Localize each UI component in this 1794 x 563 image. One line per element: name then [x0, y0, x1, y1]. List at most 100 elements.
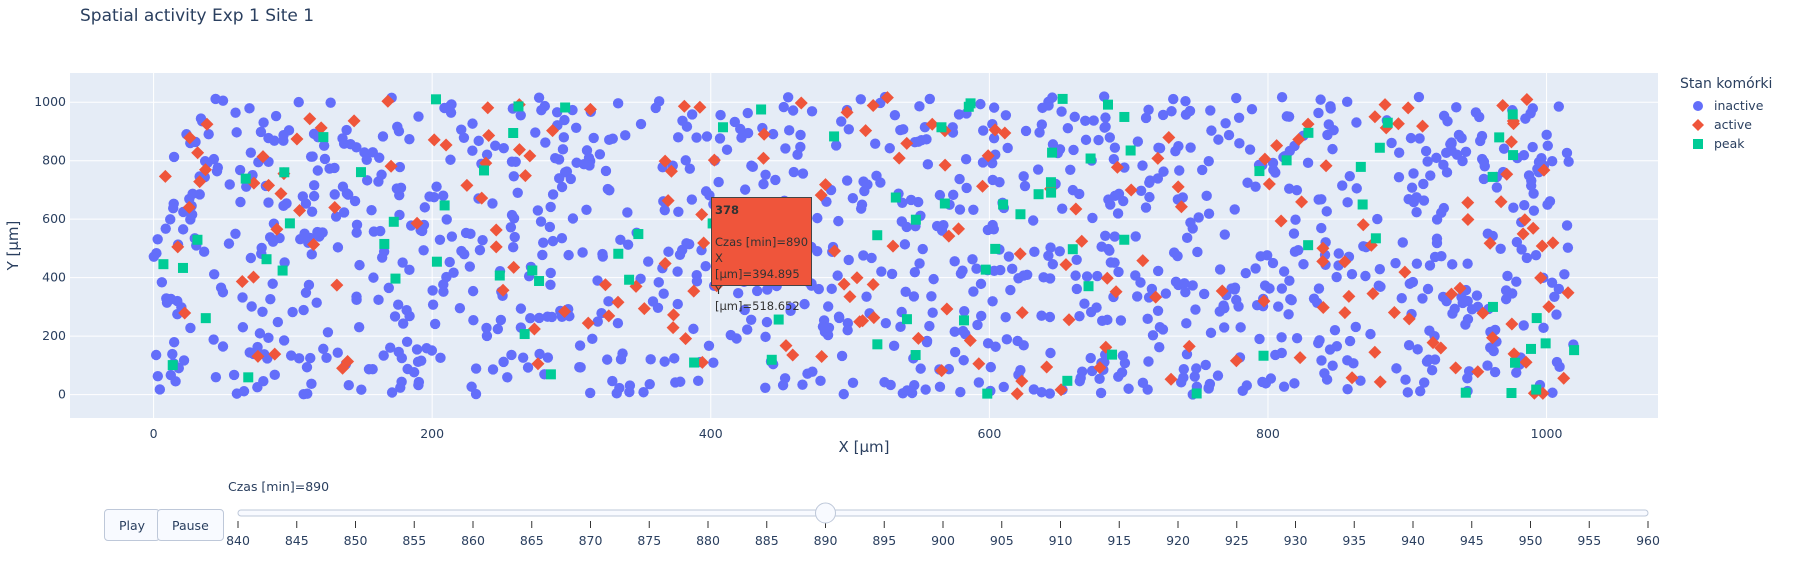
- inactive-point[interactable]: [813, 283, 824, 295]
- inactive-point[interactable]: [272, 316, 284, 328]
- inactive-point[interactable]: [934, 381, 946, 393]
- inactive-point[interactable]: [444, 256, 455, 268]
- inactive-point[interactable]: [1276, 283, 1288, 294]
- inactive-point[interactable]: [1109, 231, 1120, 242]
- inactive-point[interactable]: [1397, 237, 1408, 248]
- active-point[interactable]: [1015, 306, 1029, 320]
- inactive-point[interactable]: [1553, 101, 1564, 112]
- inactive-point[interactable]: [556, 181, 568, 193]
- inactive-point[interactable]: [1118, 195, 1129, 207]
- active-point[interactable]: [859, 124, 873, 138]
- inactive-point[interactable]: [245, 147, 257, 158]
- inactive-point[interactable]: [693, 375, 704, 386]
- inactive-point[interactable]: [797, 168, 809, 179]
- active-point[interactable]: [1257, 294, 1271, 308]
- inactive-point[interactable]: [1482, 360, 1493, 371]
- inactive-point[interactable]: [959, 305, 970, 317]
- inactive-point[interactable]: [257, 306, 268, 318]
- active-point[interactable]: [1507, 347, 1521, 361]
- inactive-point[interactable]: [363, 364, 375, 375]
- inactive-point[interactable]: [900, 286, 911, 298]
- inactive-point[interactable]: [1137, 160, 1148, 171]
- inactive-point[interactable]: [1198, 288, 1210, 300]
- inactive-point[interactable]: [1191, 363, 1202, 374]
- inactive-point[interactable]: [515, 303, 527, 314]
- peak-point[interactable]: [1033, 189, 1044, 200]
- inactive-point[interactable]: [1100, 121, 1111, 132]
- inactive-point[interactable]: [258, 117, 269, 128]
- inactive-point[interactable]: [1056, 106, 1067, 117]
- inactive-point[interactable]: [456, 124, 467, 135]
- inactive-point[interactable]: [978, 125, 989, 136]
- inactive-point[interactable]: [1313, 107, 1324, 119]
- inactive-point[interactable]: [669, 353, 680, 364]
- inactive-point[interactable]: [977, 157, 989, 168]
- inactive-point[interactable]: [745, 314, 757, 325]
- inactive-point[interactable]: [319, 153, 331, 165]
- inactive-point[interactable]: [551, 107, 563, 118]
- inactive-point[interactable]: [1157, 109, 1169, 121]
- inactive-point[interactable]: [1157, 324, 1169, 335]
- inactive-point[interactable]: [1406, 182, 1418, 193]
- inactive-point[interactable]: [1400, 374, 1411, 385]
- inactive-point[interactable]: [413, 111, 424, 122]
- inactive-point[interactable]: [1098, 91, 1110, 102]
- inactive-point[interactable]: [392, 299, 404, 310]
- inactive-point[interactable]: [1172, 250, 1183, 262]
- inactive-point[interactable]: [1471, 290, 1483, 301]
- inactive-point[interactable]: [1152, 265, 1164, 277]
- active-point[interactable]: [1345, 371, 1359, 385]
- peak-point[interactable]: [1281, 155, 1292, 166]
- inactive-point[interactable]: [1358, 241, 1369, 252]
- inactive-point[interactable]: [1276, 91, 1288, 103]
- inactive-point[interactable]: [597, 251, 608, 262]
- inactive-point[interactable]: [988, 102, 1000, 113]
- active-point[interactable]: [527, 322, 541, 336]
- inactive-point[interactable]: [1313, 283, 1325, 294]
- inactive-point[interactable]: [1152, 173, 1164, 184]
- inactive-point[interactable]: [1027, 215, 1039, 226]
- inactive-point[interactable]: [559, 114, 570, 126]
- inactive-point[interactable]: [1516, 244, 1527, 255]
- inactive-point[interactable]: [148, 251, 160, 262]
- inactive-point[interactable]: [1528, 205, 1540, 216]
- inactive-point[interactable]: [345, 139, 356, 150]
- inactive-point[interactable]: [1233, 112, 1245, 123]
- inactive-point[interactable]: [924, 93, 936, 105]
- inactive-point[interactable]: [477, 234, 488, 246]
- inactive-point[interactable]: [732, 288, 744, 299]
- inactive-point[interactable]: [1417, 293, 1428, 304]
- inactive-point[interactable]: [1080, 115, 1091, 126]
- inactive-point[interactable]: [341, 124, 352, 136]
- inactive-point[interactable]: [584, 387, 596, 399]
- inactive-point[interactable]: [411, 344, 423, 355]
- active-point[interactable]: [952, 222, 966, 236]
- inactive-point[interactable]: [378, 350, 389, 361]
- inactive-point[interactable]: [1533, 156, 1545, 168]
- active-point[interactable]: [489, 240, 503, 254]
- active-point[interactable]: [972, 357, 986, 371]
- inactive-point[interactable]: [799, 298, 810, 310]
- inactive-point[interactable]: [1500, 293, 1512, 305]
- inactive-point[interactable]: [1403, 340, 1415, 351]
- peak-point[interactable]: [910, 350, 921, 361]
- peak-point[interactable]: [829, 131, 840, 142]
- peak-point[interactable]: [1125, 145, 1136, 156]
- active-point[interactable]: [410, 216, 424, 230]
- peak-point[interactable]: [936, 122, 947, 133]
- inactive-point[interactable]: [210, 372, 222, 383]
- inactive-point[interactable]: [1085, 352, 1096, 364]
- inactive-point[interactable]: [1511, 236, 1523, 248]
- inactive-point[interactable]: [927, 307, 938, 318]
- peak-point[interactable]: [243, 372, 254, 383]
- inactive-point[interactable]: [1075, 372, 1086, 384]
- inactive-point[interactable]: [1002, 142, 1013, 154]
- inactive-point[interactable]: [245, 252, 257, 264]
- inactive-point[interactable]: [435, 352, 446, 364]
- active-point[interactable]: [779, 339, 793, 353]
- active-point[interactable]: [1164, 372, 1178, 386]
- active-point[interactable]: [314, 121, 328, 135]
- inactive-point[interactable]: [895, 321, 906, 333]
- inactive-point[interactable]: [1181, 232, 1193, 244]
- inactive-point[interactable]: [1521, 252, 1533, 264]
